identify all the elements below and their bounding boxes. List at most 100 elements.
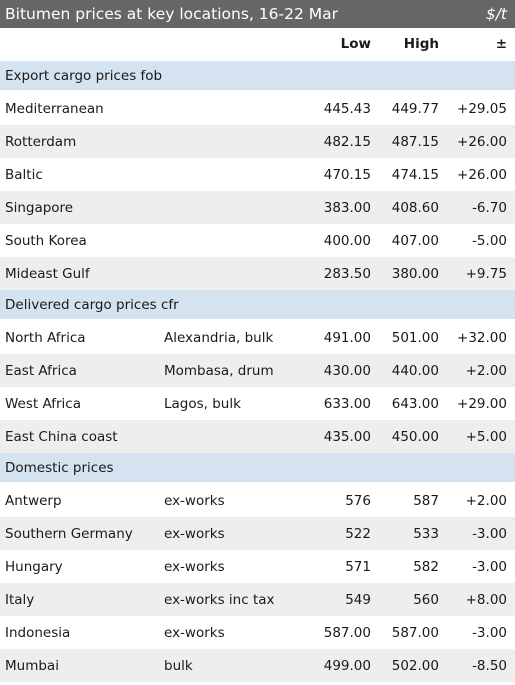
high-price-cell: 407.00 (391, 232, 439, 249)
location-cell: Mideast Gulf (5, 265, 90, 282)
table-row: Mumbai bulk 499.00 502.00 -8.50 (0, 649, 515, 682)
basis-cell: Alexandria, bulk (164, 329, 274, 346)
high-price-cell: 502.00 (391, 657, 439, 674)
basis-cell: ex-works (164, 624, 225, 641)
basis-cell: Lagos, bulk (164, 395, 241, 412)
table-row: Singapore 383.00 408.60 -6.70 (0, 191, 515, 224)
change-cell: +26.00 (457, 166, 507, 183)
change-cell: -3.00 (472, 558, 507, 575)
low-price-cell: 491.00 (323, 329, 371, 346)
location-cell: East Africa (5, 362, 77, 379)
high-price-cell: 440.00 (391, 362, 439, 379)
section-header: Delivered cargo prices cfr (0, 290, 515, 321)
high-price-cell: 450.00 (391, 428, 439, 445)
change-cell: +29.05 (457, 100, 507, 117)
change-cell: +5.00 (465, 428, 507, 445)
basis-cell: bulk (164, 657, 193, 674)
high-price-cell: 582 (413, 558, 439, 575)
section-header: Domestic prices (0, 453, 515, 484)
low-price-cell: 587.00 (323, 624, 371, 641)
table-row: North Africa Alexandria, bulk 491.00 501.00… (0, 321, 515, 354)
change-cell: -6.70 (472, 199, 507, 216)
basis-cell: ex-works (164, 525, 225, 542)
low-price-cell: 430.00 (323, 362, 371, 379)
low-price-cell: 470.15 (323, 166, 371, 183)
table-row: South Korea 400.00 407.00 -5.00 (0, 224, 515, 257)
location-cell: Indonesia (5, 624, 71, 641)
low-price-cell: 383.00 (323, 199, 371, 216)
low-price-cell: 283.50 (323, 265, 371, 282)
low-price-cell: 633.00 (323, 395, 371, 412)
change-cell: +8.00 (465, 591, 507, 608)
table-row: Italy ex-works inc tax 549 560 +8.00 (0, 583, 515, 616)
location-cell: Baltic (5, 166, 43, 183)
high-price-cell: 587.00 (391, 624, 439, 641)
table-row: Mediterranean 445.43 449.77 +29.05 (0, 92, 515, 125)
low-price-cell: 400.00 (323, 232, 371, 249)
column-header-low: Low (340, 35, 371, 52)
table-row: East China coast 435.00 450.00 +5.00 (0, 420, 515, 453)
high-price-cell: 587 (413, 492, 439, 509)
basis-cell: ex-works (164, 492, 225, 509)
location-cell: Mediterranean (5, 100, 104, 117)
location-cell: West Africa (5, 395, 81, 412)
high-price-cell: 474.15 (391, 166, 439, 183)
table-row: Indonesia ex-works 587.00 587.00 -3.00 (0, 616, 515, 649)
low-price-cell: 522 (345, 525, 371, 542)
price-table-body: Export cargo prices fob Mediterranean 445.… (0, 61, 515, 682)
table-title: Bitumen prices at key locations, 16-22 M… (5, 5, 339, 23)
table-row: East Africa Mombasa, drum 430.00 440.00 +2.0… (0, 354, 515, 387)
change-cell: +29.00 (457, 395, 507, 412)
table-row: Mideast Gulf 283.50 380.00 +9.75 (0, 257, 515, 290)
column-header-row: Low High ± (0, 28, 515, 59)
unit-label: $/t (485, 5, 507, 23)
header-spacer (0, 59, 515, 61)
change-cell: +9.75 (465, 265, 507, 282)
location-cell: East China coast (5, 428, 118, 445)
location-cell: Antwerp (5, 492, 62, 509)
low-price-cell: 499.00 (323, 657, 371, 674)
table-row: Southern Germany ex-works 522 533 -3.00 (0, 517, 515, 550)
high-price-cell: 380.00 (391, 265, 439, 282)
table-row: Hungary ex-works 571 582 -3.00 (0, 550, 515, 583)
location-cell: Hungary (5, 558, 63, 575)
low-price-cell: 576 (345, 492, 371, 509)
table-row: Baltic 470.15 474.15 +26.00 (0, 158, 515, 191)
low-price-cell: 435.00 (323, 428, 371, 445)
basis-cell: ex-works inc tax (164, 591, 275, 608)
table-row: West Africa Lagos, bulk 633.00 643.00 +29.00 (0, 387, 515, 420)
change-cell: -5.00 (472, 232, 507, 249)
low-price-cell: 482.15 (323, 133, 371, 150)
location-cell: Mumbai (5, 657, 59, 674)
change-cell: -3.00 (472, 525, 507, 542)
change-cell: -8.50 (472, 657, 507, 674)
table-row: Rotterdam 482.15 487.15 +26.00 (0, 125, 515, 158)
change-cell: +32.00 (457, 329, 507, 346)
low-price-cell: 445.43 (323, 100, 371, 117)
basis-cell: ex-works (164, 558, 225, 575)
column-header-high: High (403, 35, 439, 52)
change-cell: -3.00 (472, 624, 507, 641)
low-price-cell: 571 (345, 558, 371, 575)
change-cell: +26.00 (457, 133, 507, 150)
change-cell: +2.00 (465, 362, 507, 379)
column-header-change: ± (495, 35, 507, 52)
location-cell: Southern Germany (5, 525, 133, 542)
table-row: Antwerp ex-works 576 587 +2.00 (0, 484, 515, 517)
location-cell: Italy (5, 591, 35, 608)
basis-cell: Mombasa, drum (164, 362, 274, 379)
location-cell: Singapore (5, 199, 74, 216)
high-price-cell: 449.77 (391, 100, 439, 117)
location-cell: North Africa (5, 329, 86, 346)
low-price-cell: 549 (345, 591, 371, 608)
table-title-bar: Bitumen prices at key locations, 16-22 M… (0, 0, 515, 28)
location-cell: South Korea (5, 232, 87, 249)
high-price-cell: 643.00 (391, 395, 439, 412)
high-price-cell: 501.00 (391, 329, 439, 346)
high-price-cell: 408.60 (391, 199, 439, 216)
high-price-cell: 533 (413, 525, 439, 542)
high-price-cell: 560 (413, 591, 439, 608)
section-header: Export cargo prices fob (0, 61, 515, 92)
change-cell: +2.00 (465, 492, 507, 509)
location-cell: Rotterdam (5, 133, 77, 150)
